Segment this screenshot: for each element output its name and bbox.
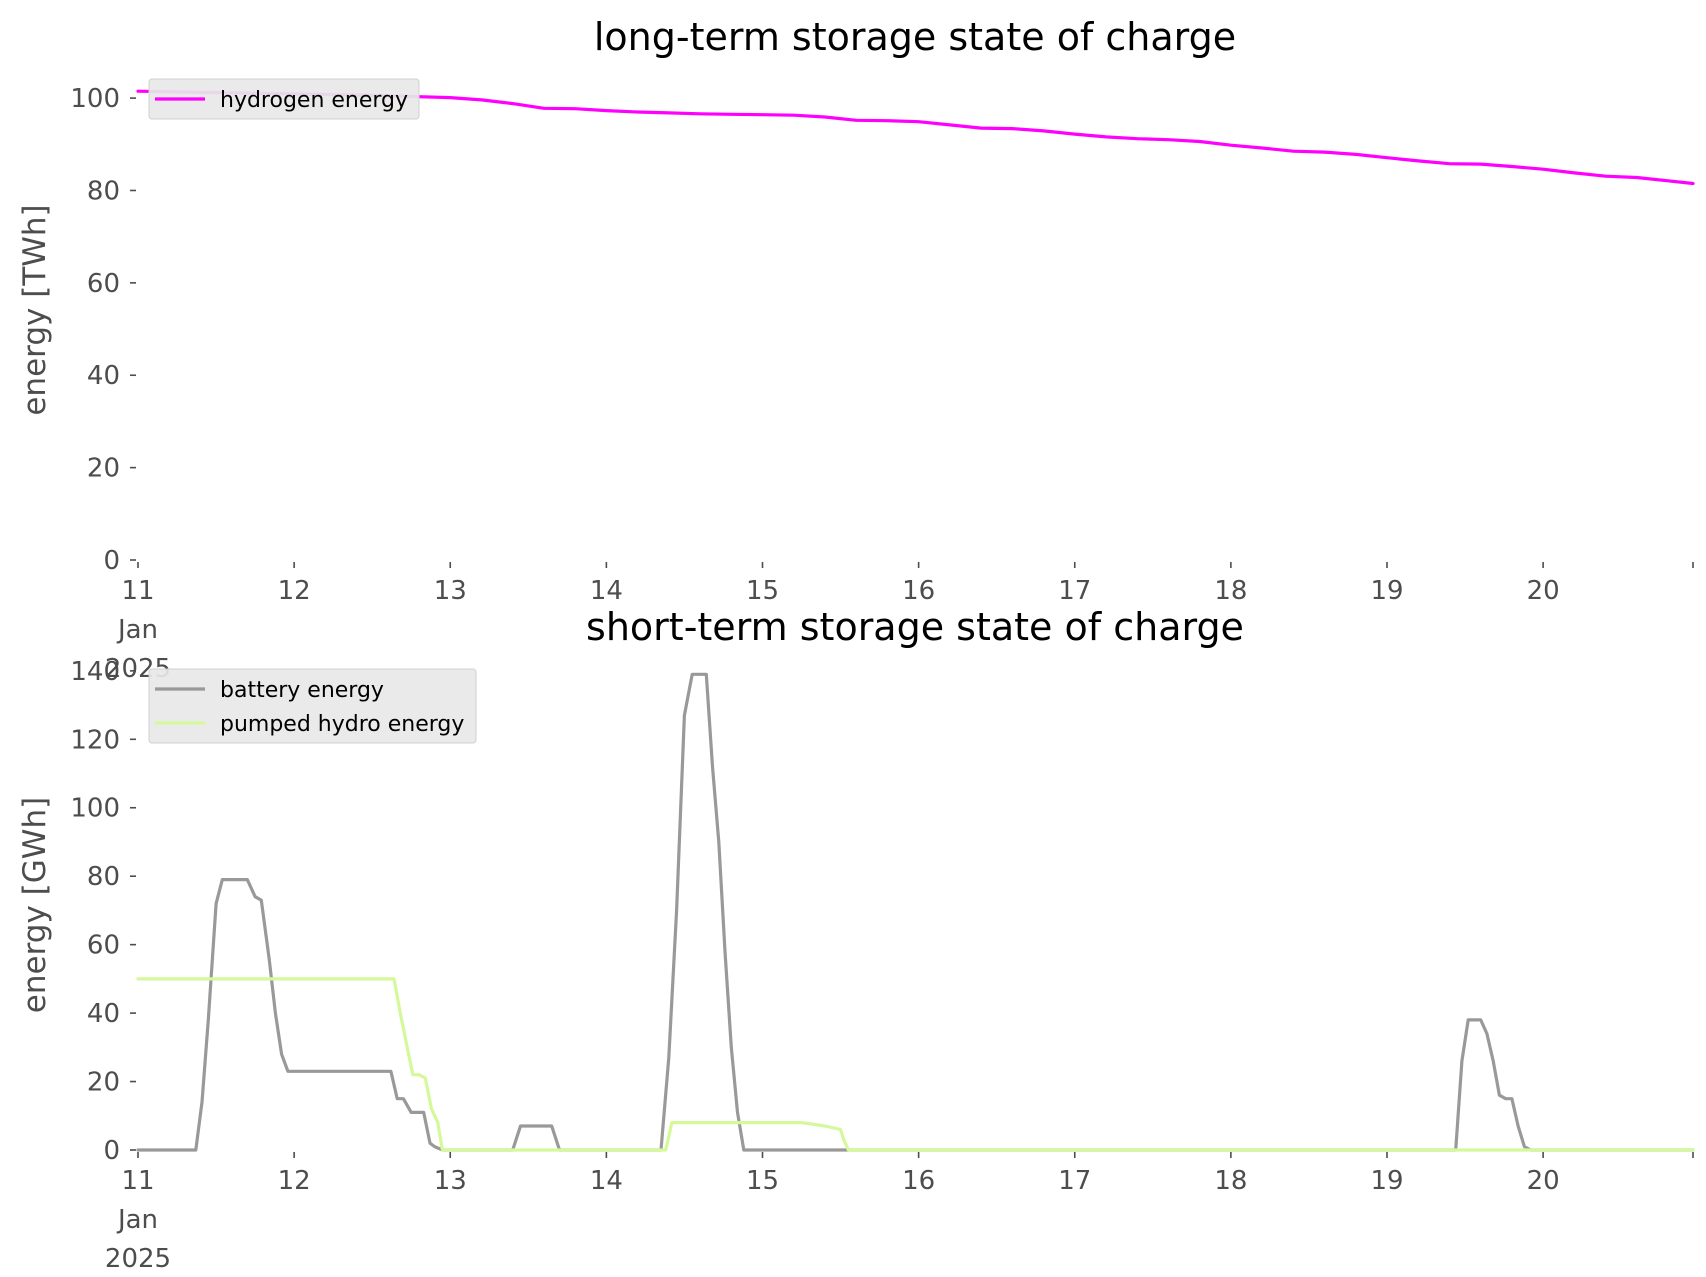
legend-entry: hydrogen energy [220,88,408,113]
x-tick-label: 17 [1058,1166,1091,1196]
x-tick-label: 17 [1058,576,1091,606]
axis-ticks: 0 20 40 60 80 100 120 140 11 Jan 2025 12 13 14 15 16 17 1… [70,657,1694,1274]
x-tick-label: 15 [746,576,779,606]
series-lines [136,89,1695,186]
y-tick-label: 0 [103,546,120,576]
series-line-hydrogen-energy [136,89,1695,186]
x-tick-label: 20 [1527,1166,1560,1196]
y-tick-label: 120 [70,725,120,755]
short-term-storage-panel: short-term storage state of charge energ… [17,605,1695,1274]
series-line-pumped-hydro-energy [136,977,1695,1152]
y-tick-label: 140 [70,657,120,687]
y-tick-label: 40 [87,999,120,1029]
series-lines [136,672,1695,1152]
x-tick-label: 19 [1370,1166,1403,1196]
x-tick-label: 19 [1370,576,1403,606]
legend-entry: pumped hydro energy [220,712,464,737]
legend-box [148,668,477,744]
y-tick-label: 40 [87,361,120,391]
y-tick-label: 20 [87,454,120,484]
y-axis-label: energy [TWh] [17,204,53,415]
x-tick-label: 16 [902,1166,935,1196]
x-tick-label: 18 [1214,1166,1247,1196]
legend-entry: battery energy [220,678,384,703]
series-line-battery-energy [136,672,1695,1152]
x-tick-label: 15 [746,1166,779,1196]
x-tick-label: 11 [121,1166,154,1196]
x-tick-label: 12 [278,576,311,606]
y-tick-label: 80 [87,176,120,206]
x-tick-label: Jan [116,1205,158,1235]
chart-title: short-term storage state of charge [586,605,1244,649]
long-term-storage-panel: long-term storage state of charge energy… [17,15,1695,684]
x-tick-label: 16 [902,576,935,606]
chart-title: long-term storage state of charge [594,15,1236,59]
x-tick-label: 12 [278,1166,311,1196]
x-tick-label: 14 [590,576,623,606]
x-tick-label: 13 [434,1166,467,1196]
x-tick-label: Jan [116,615,158,645]
x-tick-label: 2025 [105,1244,171,1274]
y-tick-label: 100 [70,84,120,114]
y-tick-label: 100 [70,794,120,824]
y-tick-label: 60 [87,931,120,961]
x-tick-label: 11 [121,576,154,606]
x-tick-label: 18 [1214,576,1247,606]
legend: hydrogen energy [148,78,420,120]
y-tick-label: 80 [87,862,120,892]
x-tick-label: 20 [1527,576,1560,606]
legend: battery energy pumped hydro energy [148,668,477,744]
x-tick-label: 13 [434,576,467,606]
y-tick-label: 60 [87,269,120,299]
y-tick-label: 20 [87,1068,120,1098]
y-tick-label: 0 [103,1136,120,1166]
y-axis-label: energy [GWh] [17,797,53,1013]
x-tick-label: 14 [590,1166,623,1196]
legend-box [148,78,420,120]
